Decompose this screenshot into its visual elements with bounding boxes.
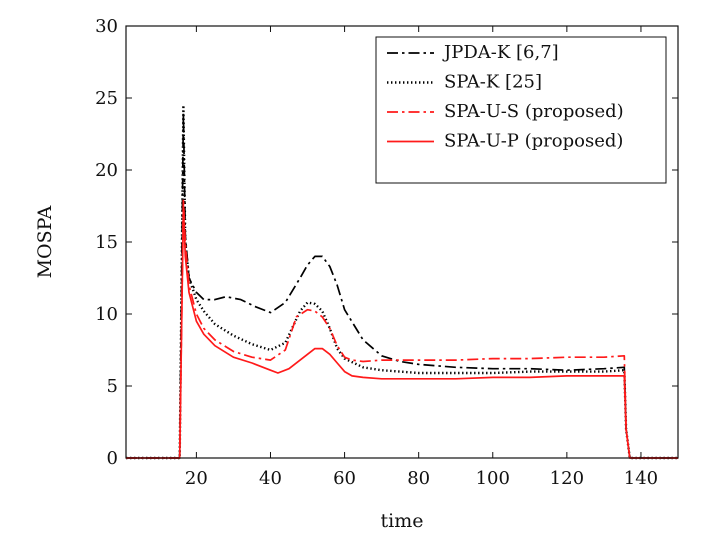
legend-label: SPA-K [25] bbox=[444, 72, 542, 93]
y-axis-title: MOSPA bbox=[34, 205, 56, 278]
y-tick-label: 15 bbox=[95, 232, 118, 253]
series-layer bbox=[126, 104, 678, 460]
legend-label: SPA-U-P (proposed) bbox=[444, 131, 623, 152]
legend: JPDA-K [6,7] SPA-K [25] SPA-U-S (proposed)… bbox=[375, 36, 667, 184]
y-tick-label: 5 bbox=[107, 376, 118, 397]
legend-box bbox=[375, 36, 667, 184]
y-tick-label: 25 bbox=[95, 88, 118, 109]
y-tick-label: 10 bbox=[95, 304, 118, 325]
x-tick-label: 40 bbox=[259, 468, 282, 489]
x-tick-label: 20 bbox=[185, 468, 208, 489]
y-tick-label: 20 bbox=[95, 160, 118, 181]
x-tick-label: 80 bbox=[407, 468, 430, 489]
legend-label: SPA-U-S (proposed) bbox=[444, 101, 624, 122]
series-line-1 bbox=[126, 111, 678, 459]
ticks-layer: 20 40 60 80 100 120 140 0 5 10 15 20 25 30 bbox=[95, 16, 678, 489]
x-tick-label: 100 bbox=[476, 468, 510, 489]
y-tick-label: 30 bbox=[95, 16, 118, 37]
x-tick-label: 60 bbox=[333, 468, 356, 489]
series-line-4 bbox=[126, 205, 678, 459]
x-tick-label: 120 bbox=[550, 468, 584, 489]
x-axis-title: time bbox=[381, 510, 424, 532]
y-tick-label: 0 bbox=[107, 448, 118, 469]
series-line-2 bbox=[126, 104, 678, 460]
legend-label: JPDA-K [6,7] bbox=[442, 42, 559, 63]
x-tick-label: 140 bbox=[624, 468, 658, 489]
series-line-3 bbox=[126, 197, 678, 459]
